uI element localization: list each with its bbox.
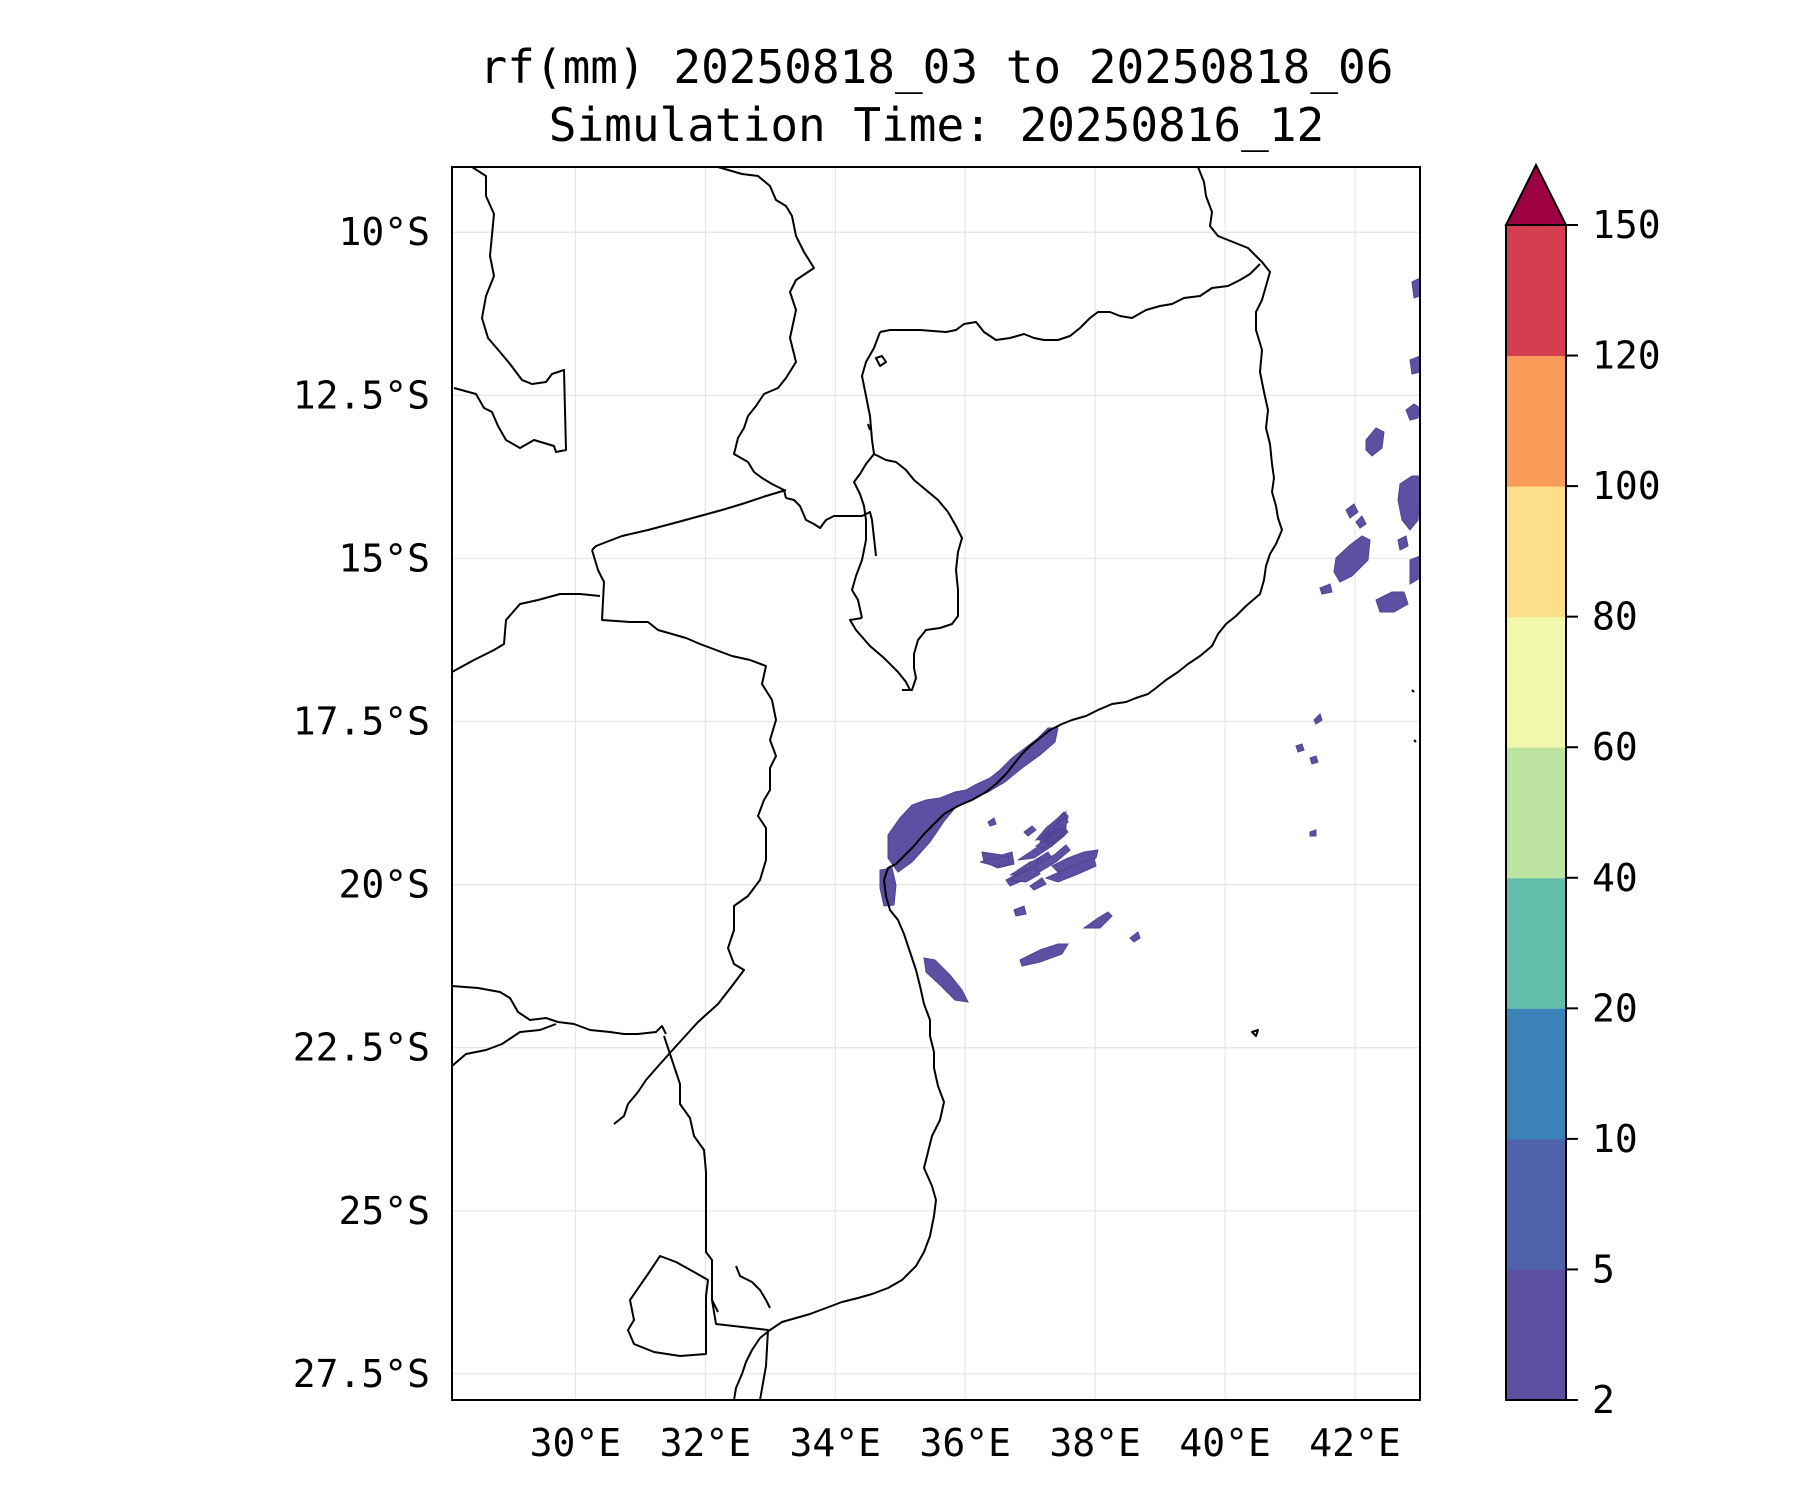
colorbar-tick-label: 5 xyxy=(1592,1247,1615,1291)
rain-area xyxy=(1319,583,1333,595)
colorbar: 2 5 10 20 40 60 80 100 120 150 xyxy=(1504,162,1661,1422)
border-line xyxy=(867,423,871,431)
border-line xyxy=(591,549,777,1125)
colorbar-tick-label: 150 xyxy=(1592,203,1661,247)
border-line xyxy=(785,497,877,557)
colorbar-segment xyxy=(1506,1138,1566,1270)
border-line xyxy=(711,1299,769,1400)
rain-area xyxy=(1013,905,1027,917)
border-line xyxy=(591,489,787,551)
rain-area xyxy=(1405,403,1420,421)
lat-tick-label: 25°S xyxy=(338,1189,430,1233)
border-line xyxy=(717,167,815,499)
lat-tick-label: 22.5°S xyxy=(293,1026,430,1070)
rain-area xyxy=(979,855,1011,867)
chart-title: rf(mm) 20250818_03 to 20250818_06 Simula… xyxy=(0,38,1800,154)
colorbar-segment xyxy=(1506,486,1566,618)
border-line xyxy=(851,453,875,619)
lon-tick-label: 42°E xyxy=(1309,1421,1401,1465)
rain-area xyxy=(1019,943,1069,967)
rain-area xyxy=(1397,475,1420,531)
border-line xyxy=(849,617,911,691)
colorbar-tick-label: 60 xyxy=(1592,725,1638,769)
rain-area xyxy=(1397,535,1409,551)
lat-tick-label: 12.5°S xyxy=(293,373,430,417)
colorbar-outline xyxy=(1505,224,1567,1401)
border-line xyxy=(861,331,963,691)
colorbar-extend-arrow xyxy=(1504,162,1568,226)
rain-area xyxy=(1309,755,1319,765)
rain-area xyxy=(1029,877,1047,891)
colorbar-tick-label: 10 xyxy=(1592,1117,1638,1161)
rain-area xyxy=(1313,713,1323,725)
title-line-2: Simulation Time: 20250816_12 xyxy=(548,98,1325,152)
lat-tick-label: 15°S xyxy=(338,536,430,580)
rain-area xyxy=(1309,829,1317,837)
rain-area xyxy=(1411,277,1420,299)
rain-area xyxy=(1409,555,1420,585)
colorbar-segment xyxy=(1506,1008,1566,1140)
border-line xyxy=(879,263,1261,341)
rain-area xyxy=(1008,867,1041,883)
lat-tick-label: 20°S xyxy=(338,863,430,907)
latitude-tick-labels: 10°S 12.5°S 15°S 17.5°S 20°S 22.5°S 25°S 27.5°S xyxy=(293,210,430,1396)
lon-tick-label: 40°E xyxy=(1179,1421,1271,1465)
colorbar-segment xyxy=(1506,225,1566,357)
colorbar-tick-label: 120 xyxy=(1592,334,1661,378)
rain-area xyxy=(1375,591,1409,613)
coast-line xyxy=(1251,1029,1259,1037)
rain-area xyxy=(923,957,969,1003)
country-borders xyxy=(452,167,1261,1400)
lon-tick-label: 30°E xyxy=(530,1421,622,1465)
lat-tick-label: 17.5°S xyxy=(293,700,430,744)
border-line xyxy=(452,985,667,1035)
rain-area xyxy=(1333,535,1371,583)
colorbar-tick-label: 20 xyxy=(1592,986,1638,1030)
rain-area xyxy=(1129,931,1141,943)
map-frame xyxy=(451,166,1421,1401)
border-line xyxy=(453,167,567,453)
colorbar-tick-label: 2 xyxy=(1592,1378,1615,1422)
border-line xyxy=(452,1023,557,1067)
border-line xyxy=(663,1035,719,1313)
rain-area xyxy=(1355,515,1367,529)
lon-tick-label: 36°E xyxy=(919,1421,1011,1465)
lon-tick-label: 38°E xyxy=(1049,1421,1141,1465)
colorbar-tick-label: 80 xyxy=(1592,595,1638,639)
colorbar-tick-label: 40 xyxy=(1592,856,1638,900)
border-line xyxy=(875,355,887,367)
lat-tick-label: 27.5°S xyxy=(293,1352,430,1396)
rain-area xyxy=(1295,743,1305,753)
colorbar-segment xyxy=(1506,616,1566,748)
border-line xyxy=(627,1255,709,1357)
coast-line xyxy=(733,167,1283,1400)
coast-line xyxy=(1411,689,1415,693)
rain-area xyxy=(1409,355,1420,375)
title-line-1: rf(mm) 20250818_03 to 20250818_06 xyxy=(479,40,1394,94)
coast-line xyxy=(735,1265,771,1309)
longitude-tick-labels: 30°E 32°E 34°E 36°E 38°E 40°E 42°E xyxy=(530,1421,1401,1465)
rainfall-areas xyxy=(879,277,1420,1003)
colorbar-segment xyxy=(1506,1269,1566,1401)
rain-area xyxy=(987,817,997,827)
gridlines xyxy=(452,167,1420,1400)
colorbar-segment xyxy=(1506,747,1566,879)
rain-area xyxy=(1365,427,1385,457)
lat-tick-label: 10°S xyxy=(338,210,430,254)
coastline xyxy=(733,167,1417,1400)
colorbar-segment xyxy=(1506,877,1566,1009)
lon-tick-label: 32°E xyxy=(660,1421,752,1465)
rain-area xyxy=(1082,911,1113,929)
rain-area xyxy=(1044,857,1097,883)
colorbar-segment xyxy=(1506,355,1566,487)
colorbar-tick-label: 100 xyxy=(1592,464,1661,508)
rain-area xyxy=(1049,831,1061,841)
coast-line xyxy=(1413,739,1417,743)
rain-area xyxy=(1345,503,1359,519)
lon-tick-label: 34°E xyxy=(790,1421,882,1465)
rain-area xyxy=(1023,825,1037,837)
border-line xyxy=(452,593,601,673)
